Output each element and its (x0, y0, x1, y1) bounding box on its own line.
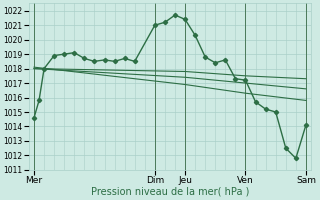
X-axis label: Pression niveau de la mer( hPa ): Pression niveau de la mer( hPa ) (91, 187, 249, 197)
